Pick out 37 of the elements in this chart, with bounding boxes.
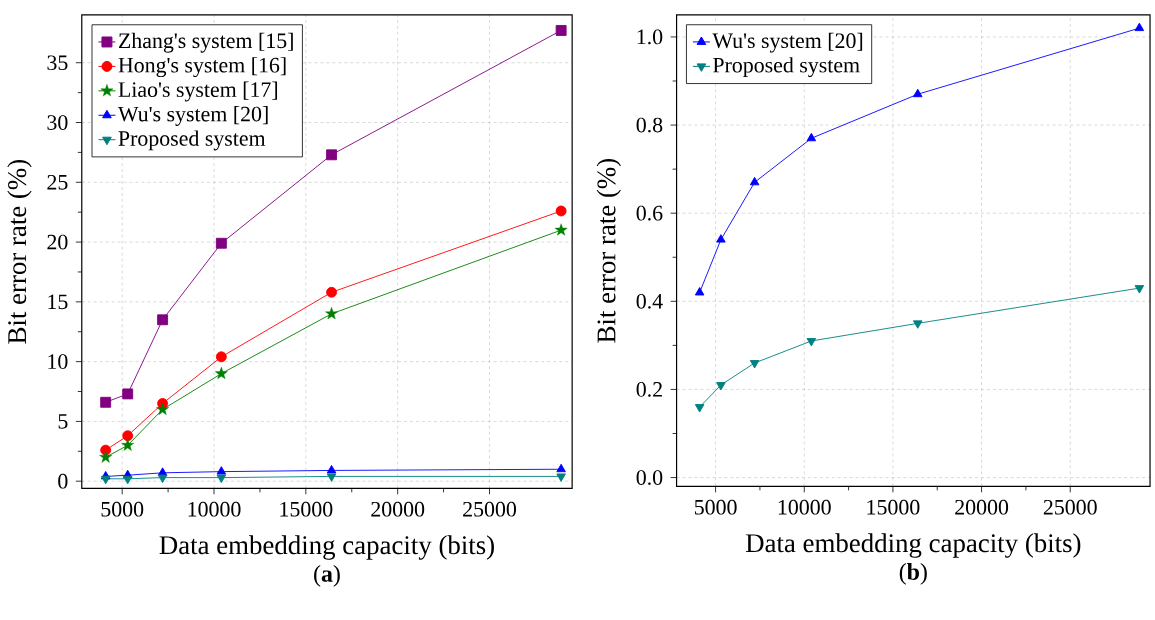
text: (b) [899, 563, 927, 585]
x-tick-label: 20000 [371, 502, 425, 517]
legend-label: Proposed system [713, 57, 860, 78]
y-tick-label: 10 [48, 354, 68, 370]
x-tick-label: 15000 [867, 500, 920, 515]
x-tick-label: 25000 [1043, 500, 1097, 515]
y-tick-label: 5 [58, 414, 68, 429]
x-axis-title: Data embedding capacity (bits) [159, 535, 494, 560]
y-tick-label: 15 [48, 294, 68, 310]
y-tick-label: 0 [58, 473, 68, 489]
legend-label: Wu's system [20] [712, 32, 863, 53]
y-tick-label: 25 [47, 175, 68, 190]
x-tick-label: 10000 [188, 502, 241, 517]
x-tick-label: 20000 [955, 500, 1009, 515]
y-tick-label: 0.8 [636, 117, 663, 133]
x-tick-label: 10000 [778, 500, 831, 515]
x-tick-label: 5000 [101, 502, 144, 517]
x-tick-label: 15000 [280, 502, 333, 517]
x-tick-label: 5000 [694, 500, 737, 515]
x-axis-title: Data embedding capacity (bits) [745, 533, 1081, 558]
legend-label: Liao's system [17] [118, 81, 278, 102]
y-axis-title: Bit error rate (%) [596, 159, 621, 343]
y-tick-label: 0.6 [636, 205, 663, 221]
x-tick-label: 25000 [463, 502, 517, 517]
y-tick-label: 0.4 [636, 294, 663, 309]
y-tick-label: 20 [47, 234, 68, 250]
legend-label: Zhang's system [15] [118, 32, 293, 53]
y-tick-label: 0.2 [636, 382, 662, 398]
legend-label: Hong's system [16] [118, 57, 286, 78]
legend-label: Wu's system [20] [117, 106, 268, 127]
text: (a) [314, 565, 340, 587]
y-tick-label: 0.0 [636, 470, 663, 486]
legend-label: Proposed system [118, 130, 266, 151]
y-axis-title: Bit error rate (%) [7, 160, 32, 344]
y-tick-label: 30 [47, 115, 68, 131]
y-tick-label: 35 [47, 55, 68, 71]
y-tick-label: 1.0 [637, 29, 663, 45]
